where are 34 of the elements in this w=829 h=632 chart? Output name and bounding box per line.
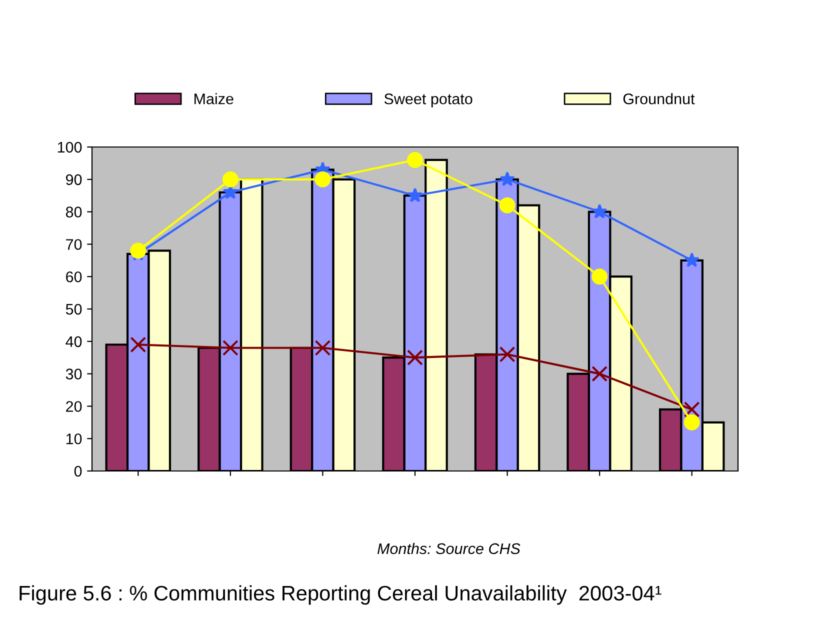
point [684,414,700,430]
text: Figure 5.6 : % Communities Reporting Cereal Unavailability 2003-04¹ [20,585,662,605]
point [499,197,516,214]
point [130,336,146,353]
point [592,366,608,382]
y-tick-label: 50 [66,304,82,315]
point [130,242,146,259]
point [407,152,423,168]
y-tick-label: 0 [74,466,82,477]
y-tick-label: 100 [58,142,82,153]
point [684,252,700,268]
legend-label: Maize [194,93,234,104]
y-tick-label: 30 [66,368,82,380]
point [500,171,515,186]
y-tick-label: 10 [66,433,82,444]
point [314,171,331,188]
point [684,401,700,418]
point [407,188,423,202]
point [407,350,423,366]
point [222,171,238,188]
y-tick-label: 40 [66,336,82,348]
y-tick-label: 60 [66,271,82,282]
y-tick-label: 80 [66,206,82,218]
point [592,204,608,218]
y-tick-label: 20 [66,401,82,412]
point [499,346,516,362]
point [314,340,331,356]
point [592,268,608,285]
y-tick-label: 90 [66,174,82,186]
legend-label: Sweet potato [384,93,472,108]
point [222,340,238,356]
y-tick-label: 70 [66,239,82,250]
text: Months: Source CHS [377,542,520,554]
legend-label: Groundnut [623,93,695,104]
